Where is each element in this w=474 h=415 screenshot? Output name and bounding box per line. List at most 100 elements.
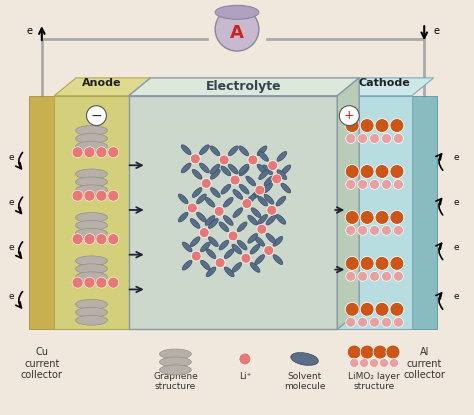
Ellipse shape	[75, 264, 108, 274]
Ellipse shape	[197, 194, 206, 204]
Text: e: e	[454, 243, 459, 252]
Bar	[337, 96, 412, 329]
Circle shape	[358, 271, 368, 281]
Ellipse shape	[250, 244, 260, 254]
Ellipse shape	[239, 184, 249, 194]
Circle shape	[360, 303, 374, 316]
Circle shape	[370, 271, 380, 281]
Ellipse shape	[206, 249, 216, 259]
Text: e: e	[454, 198, 459, 207]
Ellipse shape	[219, 222, 229, 232]
Ellipse shape	[257, 164, 267, 174]
Circle shape	[370, 134, 380, 144]
Text: A: A	[230, 24, 244, 42]
Circle shape	[350, 359, 359, 367]
Circle shape	[108, 234, 119, 244]
Ellipse shape	[233, 190, 243, 199]
Circle shape	[219, 155, 229, 165]
Ellipse shape	[255, 255, 264, 264]
Circle shape	[346, 225, 356, 235]
Circle shape	[370, 317, 380, 327]
Circle shape	[345, 256, 359, 270]
Circle shape	[96, 277, 107, 288]
Ellipse shape	[264, 176, 274, 186]
Circle shape	[214, 206, 224, 216]
Circle shape	[358, 134, 368, 144]
Ellipse shape	[75, 134, 108, 144]
Ellipse shape	[273, 255, 283, 264]
Circle shape	[345, 210, 359, 225]
Circle shape	[393, 317, 403, 327]
Text: e: e	[454, 293, 459, 301]
Bar	[129, 96, 337, 329]
Circle shape	[84, 147, 95, 158]
Circle shape	[264, 246, 274, 255]
Circle shape	[375, 256, 389, 270]
Circle shape	[390, 119, 404, 132]
Ellipse shape	[210, 164, 220, 174]
Ellipse shape	[221, 166, 231, 176]
Ellipse shape	[248, 234, 257, 243]
Circle shape	[239, 353, 251, 365]
Polygon shape	[337, 78, 434, 96]
Circle shape	[199, 227, 209, 237]
Ellipse shape	[251, 190, 261, 199]
Text: e: e	[454, 153, 459, 162]
Ellipse shape	[75, 220, 108, 230]
Text: LiMO₂ layer
structure: LiMO₂ layer structure	[348, 372, 400, 391]
Ellipse shape	[263, 165, 273, 175]
Circle shape	[380, 359, 389, 367]
Ellipse shape	[258, 215, 267, 224]
Ellipse shape	[223, 197, 233, 207]
Circle shape	[382, 271, 392, 281]
Ellipse shape	[75, 315, 108, 325]
Ellipse shape	[250, 263, 260, 272]
Circle shape	[360, 119, 374, 132]
Circle shape	[346, 317, 356, 327]
Circle shape	[255, 185, 265, 195]
Ellipse shape	[246, 176, 255, 186]
Ellipse shape	[197, 212, 206, 222]
Ellipse shape	[224, 267, 234, 277]
Circle shape	[360, 359, 369, 367]
Ellipse shape	[210, 188, 220, 198]
Circle shape	[72, 190, 83, 201]
Circle shape	[241, 253, 251, 263]
Ellipse shape	[182, 242, 192, 252]
Ellipse shape	[221, 184, 231, 194]
Circle shape	[390, 359, 399, 367]
Ellipse shape	[210, 169, 220, 179]
Ellipse shape	[237, 240, 247, 250]
Circle shape	[358, 179, 368, 189]
Ellipse shape	[181, 145, 191, 155]
Ellipse shape	[255, 237, 264, 246]
Circle shape	[346, 134, 356, 144]
Circle shape	[373, 345, 387, 359]
Circle shape	[72, 234, 83, 244]
Text: Cu
current
collector: Cu current collector	[21, 347, 63, 380]
Circle shape	[360, 210, 374, 225]
Circle shape	[370, 359, 379, 367]
Bar	[412, 96, 437, 329]
Ellipse shape	[228, 146, 238, 156]
Ellipse shape	[75, 169, 108, 179]
Ellipse shape	[224, 249, 234, 259]
Polygon shape	[54, 78, 151, 96]
Ellipse shape	[277, 151, 287, 161]
Circle shape	[375, 303, 389, 316]
Circle shape	[108, 147, 119, 158]
Circle shape	[72, 147, 83, 158]
Circle shape	[382, 317, 392, 327]
Ellipse shape	[75, 212, 108, 222]
Circle shape	[108, 190, 119, 201]
Ellipse shape	[200, 145, 210, 155]
Ellipse shape	[263, 183, 273, 193]
Circle shape	[393, 179, 403, 189]
Ellipse shape	[281, 165, 291, 175]
Circle shape	[72, 277, 83, 288]
Ellipse shape	[277, 170, 287, 180]
Circle shape	[370, 225, 380, 235]
Circle shape	[393, 134, 403, 144]
Ellipse shape	[201, 260, 210, 270]
Circle shape	[375, 210, 389, 225]
